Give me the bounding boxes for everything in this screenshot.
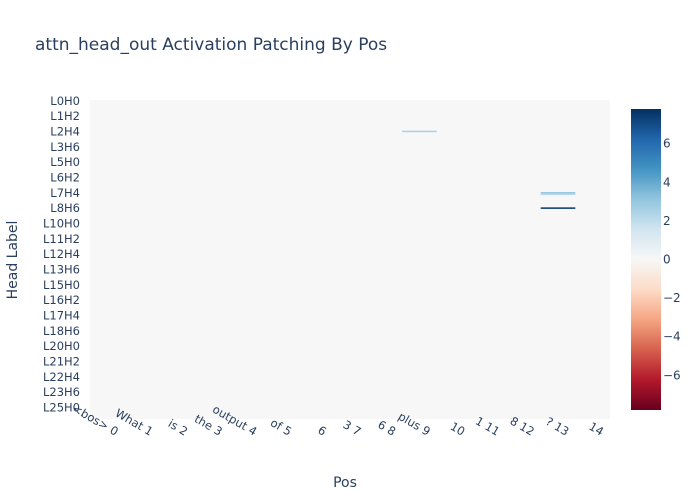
y-tick-label: L1H2 xyxy=(50,109,80,123)
y-tick-label: L20H0 xyxy=(43,339,80,353)
y-tick-label: L22H4 xyxy=(43,370,80,384)
colorbar-tick-labels: 6 4 2 0 −2 −4 −6 xyxy=(663,137,681,383)
heatmap-cell xyxy=(540,207,576,209)
y-axis-title: Head Label xyxy=(5,221,21,300)
y-tick-label: L13H6 xyxy=(43,262,80,276)
y-tick-label: L11H2 xyxy=(43,232,80,246)
y-tick-label: L21H2 xyxy=(43,354,80,368)
plot-area xyxy=(90,100,610,419)
colorbar-tick-label: 4 xyxy=(663,175,671,189)
y-tick-label: L6H2 xyxy=(50,170,80,184)
y-tick-label: L25H0 xyxy=(43,400,80,414)
y-tick-label: L16H2 xyxy=(43,293,80,307)
x-tick-label: 6 8 xyxy=(375,417,398,438)
x-axis-title: Pos xyxy=(333,475,357,491)
y-tick-label: L23H6 xyxy=(43,385,80,399)
y-tick-label: L12H4 xyxy=(43,247,80,261)
heatmap-background xyxy=(90,100,610,419)
x-tick-label: 3 7 xyxy=(341,417,364,438)
x-tick-label: 14 xyxy=(586,419,606,438)
y-tick-label: L2H4 xyxy=(50,124,80,138)
heatmap-cell xyxy=(540,192,576,194)
colorbar-tick-label: 2 xyxy=(663,214,671,228)
heatmap-cell xyxy=(540,193,576,196)
colorbar xyxy=(631,109,661,410)
y-tick-label: L17H4 xyxy=(43,308,80,322)
colorbar-tick-label: −4 xyxy=(663,330,681,344)
y-tick-label: L8H6 xyxy=(50,201,80,215)
colorbar-tick-label: 0 xyxy=(663,253,671,267)
x-tick-label: is 2 xyxy=(166,416,190,438)
colorbar-tick-label: 6 xyxy=(663,137,671,151)
y-tick-label: L7H4 xyxy=(50,186,80,200)
heatmap-cell xyxy=(402,130,437,133)
y-tick-label: L5H0 xyxy=(50,155,80,169)
y-tick-label: L3H6 xyxy=(50,140,80,154)
colorbar-tick-label: −6 xyxy=(663,368,681,382)
x-tick-label: 10 xyxy=(448,419,468,438)
y-tick-label: L18H6 xyxy=(43,324,80,338)
x-tick-label: 6 xyxy=(315,423,328,439)
y-tick-label: L10H0 xyxy=(43,216,80,230)
chart-title: attn_head_out Activation Patching By Pos xyxy=(35,35,387,55)
colorbar-tick-label: −2 xyxy=(663,291,681,305)
y-tick-label: L0H0 xyxy=(50,94,80,108)
y-tick-label: L15H0 xyxy=(43,278,80,292)
heatmap-cells xyxy=(402,130,576,209)
